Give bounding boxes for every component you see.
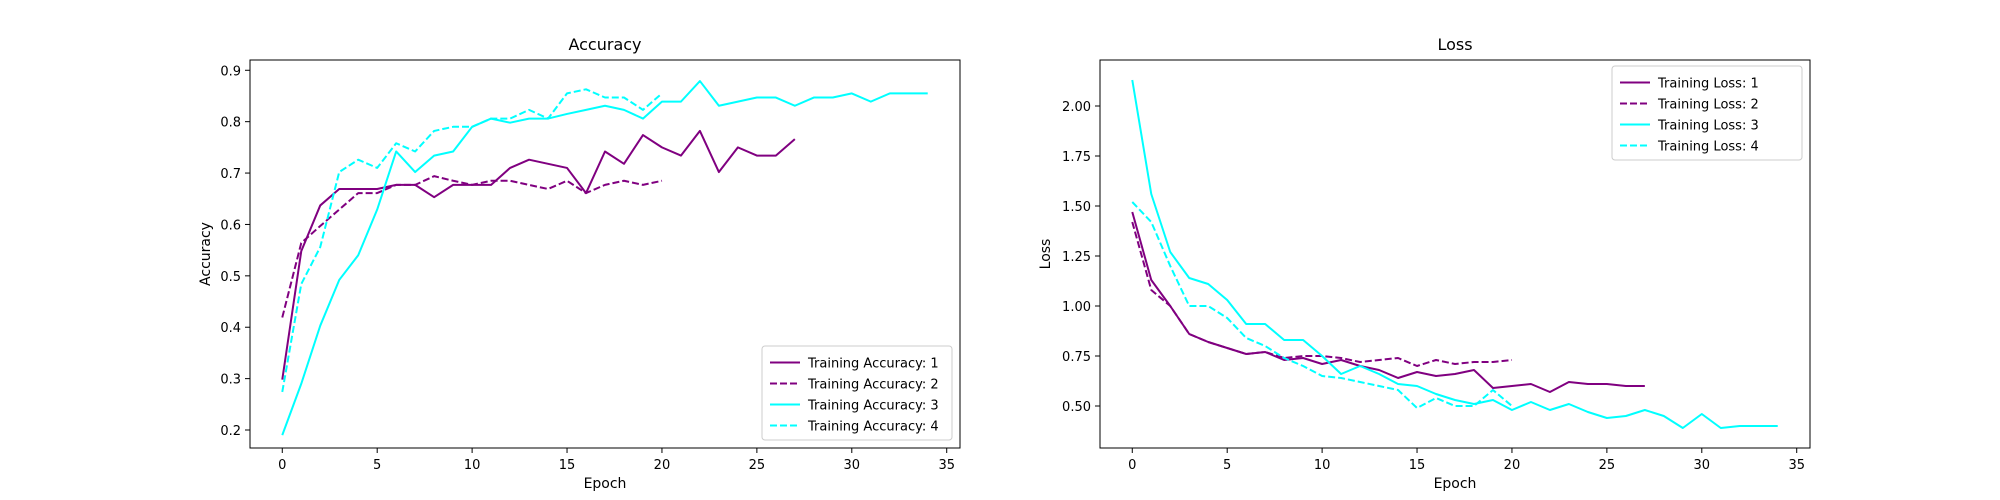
loss-x-tick-label: 30	[1694, 458, 1711, 473]
accuracy-title: Accuracy	[568, 35, 641, 54]
loss-plot-area: 0 5 10 15 20 25 30 35 0.50 0.75 1.00 1.25 1.50 1.75 2…	[1062, 59, 1811, 473]
loss-y-tick-label: 1.00	[1062, 300, 1091, 315]
loss-legend-label-3: Training Loss: 3	[1657, 119, 1759, 134]
loss-y-tick-label: 1.25	[1062, 250, 1091, 265]
accuracy-y-axis: 0.2 0.3 0.4 0.5 0.6 0.7 0.8 0.9	[220, 64, 250, 439]
accuracy-series-layer	[281, 80, 928, 436]
accuracy-series-4-line	[281, 88, 663, 393]
accuracy-x-tick-label: 25	[749, 458, 766, 473]
loss-y-tick-label: 1.50	[1062, 200, 1091, 215]
loss-y-axis: 0.50 0.75 1.00 1.25 1.50 1.75 2.00	[1062, 100, 1100, 415]
accuracy-y-tick-label: 0.3	[220, 373, 241, 388]
accuracy-chart: 0 5 10 15 20 25 30 35 0.20.30.40.50.60.70.80.9 …	[198, 35, 961, 492]
accuracy-y-tick-label: 0.9	[220, 64, 241, 79]
loss-title: Loss	[1437, 35, 1472, 54]
loss-series-4-line	[1131, 201, 1513, 409]
loss-legend-label-2: Training Loss: 2	[1657, 98, 1759, 113]
loss-x-tick-label: 5	[1223, 458, 1231, 473]
accuracy-x-tick-label: 35	[938, 458, 955, 473]
accuracy-y-tick-label: 0.2	[220, 424, 241, 439]
loss-y-tick-label: 0.50	[1062, 400, 1091, 415]
accuracy-y-tick-label: 0.7	[220, 167, 241, 182]
loss-y-axis-label: Loss	[1038, 239, 1054, 270]
loss-series-1-line	[1131, 211, 1645, 393]
accuracy-x-axis: 0 5 10 15 20 25 30 35	[278, 448, 955, 473]
accuracy-y-axis-label: Accuracy	[198, 222, 214, 286]
loss-y-tick-label: 0.75	[1062, 350, 1091, 365]
accuracy-x-tick-label: 20	[654, 458, 671, 473]
loss-y-tick-label: 2.00	[1062, 100, 1091, 115]
loss-y-tick-label: 1.75	[1062, 150, 1091, 165]
accuracy-x-tick-label: 10	[464, 458, 481, 473]
accuracy-x-tick-label: 30	[844, 458, 861, 473]
accuracy-legend: Training Accuracy: 1 Training Accuracy: 2…	[761, 345, 953, 441]
accuracy-x-tick-label: 15	[559, 458, 576, 473]
accuracy-y-tick-label: 0.5	[220, 270, 241, 285]
accuracy-x-axis-label: Epoch	[584, 476, 627, 492]
loss-x-tick-label: 35	[1788, 458, 1805, 473]
loss-x-axis-label: Epoch	[1434, 476, 1477, 492]
accuracy-legend-label-3: Training Accuracy: 3	[807, 399, 939, 414]
accuracy-x-tick-label: 5	[373, 458, 381, 473]
loss-series-2-line	[1131, 221, 1513, 367]
loss-legend-label-1: Training Loss: 1	[1657, 77, 1759, 92]
loss-axes-frame	[1099, 59, 1811, 449]
loss-x-tick-label: 0	[1128, 458, 1136, 473]
loss-x-axis: 0 5 10 15 20 25 30 35	[1128, 448, 1805, 473]
accuracy-x-tick-label: 0	[278, 458, 286, 473]
accuracy-y-tick-label: 0.6	[220, 218, 241, 233]
accuracy-legend-label-2: Training Accuracy: 2	[807, 378, 939, 393]
loss-x-tick-label: 20	[1504, 458, 1521, 473]
loss-x-tick-label: 25	[1599, 458, 1616, 473]
accuracy-series-3-line	[281, 80, 928, 436]
loss-legend: Training Loss: 1 Training Loss: 2 Training…	[1611, 65, 1803, 161]
loss-legend-label-4: Training Loss: 4	[1657, 140, 1759, 155]
accuracy-series-2-line	[281, 175, 663, 318]
loss-x-tick-label: 15	[1409, 458, 1426, 473]
accuracy-series-1-line	[281, 129, 796, 380]
accuracy-legend-box	[761, 345, 953, 441]
loss-series-layer	[1131, 79, 1778, 429]
loss-x-tick-label: 10	[1314, 458, 1331, 473]
accuracy-y-tick-label: 0.8	[220, 116, 241, 131]
loss-chart: 0 5 10 15 20 25 30 35 0.50 0.75 1.00 1.25 1.50 1.75 2…	[1038, 35, 1811, 492]
accuracy-legend-label-4: Training Accuracy: 4	[807, 420, 939, 435]
loss-legend-box	[1611, 65, 1803, 161]
accuracy-y-tick-label: 0.4	[220, 321, 241, 336]
accuracy-legend-label-1: Training Accuracy: 1	[807, 357, 939, 372]
loss-series-3-line	[1131, 79, 1778, 429]
accuracy-axes-frame	[249, 59, 961, 449]
accuracy-plot-area: 0 5 10 15 20 25 30 35 0.20.30.40.50.60.70.80.9 …	[220, 59, 961, 473]
